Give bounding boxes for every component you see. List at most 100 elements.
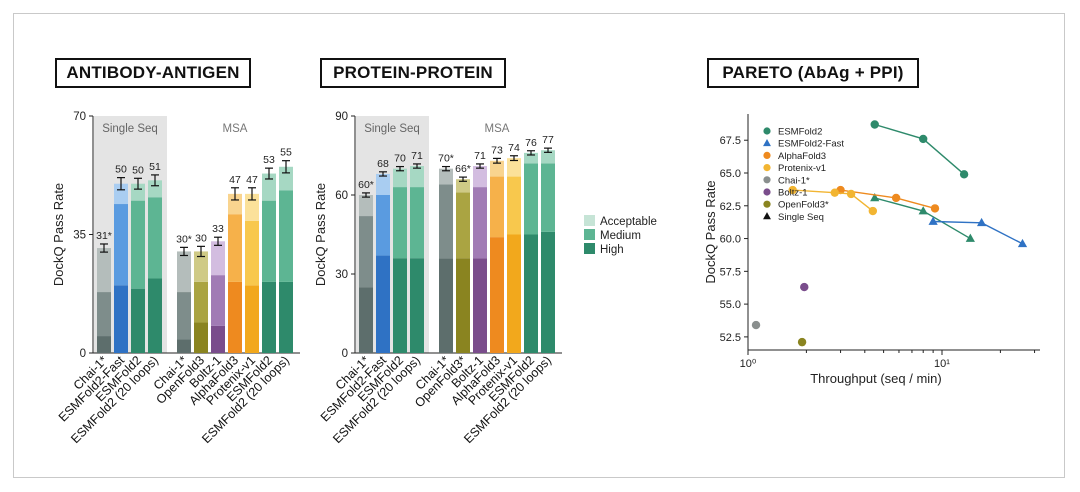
pareto-legend-marker <box>763 200 771 208</box>
ppi-chart-bar-medium <box>376 195 390 256</box>
pareto-legend-label: Boltz-1 <box>778 188 808 199</box>
ppi-chart-bar-acceptable <box>359 195 373 217</box>
abag-chart-bar-acceptable <box>97 248 111 293</box>
abag-chart-bar-high <box>114 285 128 353</box>
abag-chart-bar-high <box>148 278 162 353</box>
pareto-legend-marker <box>763 127 771 135</box>
abag-chart-bar-high <box>211 325 225 353</box>
tier-legend-label-medium: Medium <box>600 230 641 242</box>
abag-chart-data-label: 47 <box>246 174 258 186</box>
ppi-chart-bar-high <box>410 258 424 353</box>
pareto-point-esmfold2 <box>965 233 975 242</box>
ppi-chart-bar-medium <box>393 187 407 259</box>
abag-chart-y-tick-label: 35 <box>73 230 86 242</box>
ppi-chart-data-label: 66* <box>455 163 471 175</box>
ppi-chart-bar-medium <box>490 176 504 238</box>
ppi-chart-bar-high <box>541 231 555 353</box>
abag-chart-bar-acceptable <box>148 180 162 198</box>
ppi-chart-data-label: 60* <box>358 179 374 191</box>
ppi-chart-bar-acceptable <box>410 166 424 188</box>
pareto-line-esmfold2 <box>874 197 971 240</box>
abag-chart-data-label: 55 <box>280 147 292 159</box>
abag-chart-y-tick-label: 70 <box>73 111 86 123</box>
pareto-line-esmfold2 <box>874 123 965 175</box>
pareto-point-alphafold3 <box>930 204 940 213</box>
abag-chart-bar-acceptable <box>177 251 191 293</box>
ppi-chart-bar-high <box>439 258 453 353</box>
pareto-legend-label: OpenFold3* <box>778 200 829 211</box>
ppi-chart-data-label: 73 <box>491 144 503 156</box>
tier-legend-label-high: High <box>600 244 624 256</box>
pareto-x-axis-label: Throughput (seq / min) <box>810 371 942 386</box>
tier-legend-label-acceptable: Acceptable <box>600 216 657 228</box>
abag-chart-data-label: 50 <box>132 164 144 176</box>
pareto-y-tick-label: 62.5 <box>720 201 741 213</box>
ppi-chart-bar-acceptable <box>473 166 487 188</box>
pareto-point-esmfold2 <box>870 192 880 202</box>
ppi-chart-data-label: 71 <box>411 150 423 162</box>
ppi-chart-bar-medium <box>473 187 487 259</box>
abag-chart-bar-medium <box>194 281 208 323</box>
pareto-point-chai-1 <box>751 320 761 330</box>
pareto-point-esmfold2 <box>870 120 879 129</box>
pareto-x-tick-label: 10⁰ <box>740 358 757 370</box>
pareto-point-openfold3 <box>797 337 807 347</box>
pareto-legend-marker <box>763 138 771 147</box>
pareto-y-tick-label: 65.0 <box>720 168 741 180</box>
ppi-chart-y-tick-label: 90 <box>335 111 348 123</box>
ppi-chart-bar-acceptable <box>524 152 538 164</box>
ppi-chart-group-label-single-seq: Single Seq <box>364 123 420 135</box>
pareto-point-protenix-v1 <box>788 185 797 195</box>
pareto-y-tick-label: 52.5 <box>720 332 741 344</box>
abag-chart-bar-medium <box>114 204 128 286</box>
ppi-chart-bar-acceptable <box>439 168 453 185</box>
abag-chart-bar-high <box>177 339 191 353</box>
pareto-legend-label: ESMFold2 <box>778 127 822 138</box>
abag-chart-data-label: 30 <box>195 232 207 244</box>
pareto-legend-label: AlphaFold3 <box>778 151 826 162</box>
abag-chart-bar-acceptable <box>131 183 145 201</box>
ppi-chart-bar-acceptable <box>541 150 555 164</box>
tier-legend-swatch-medium <box>584 229 595 240</box>
abag-chart-bar-acceptable <box>114 183 128 205</box>
abag-chart-bar-medium <box>177 292 191 340</box>
pareto-legend-marker <box>763 188 771 196</box>
pareto-legend-label: Single Seq <box>778 212 824 223</box>
ppi-chart-bar-high <box>359 287 373 353</box>
ppi-chart-bar-acceptable <box>490 160 504 177</box>
pareto-point-protenix-v1 <box>846 189 856 199</box>
abag-chart-data-label: 47 <box>229 174 241 186</box>
ppi-chart-bar-high <box>507 234 521 353</box>
abag-chart-data-label: 33 <box>212 223 224 235</box>
ppi-chart-y-tick-label: 0 <box>342 348 348 360</box>
pareto-legend-marker <box>763 164 771 172</box>
abag-chart-bar-acceptable <box>245 193 259 221</box>
pareto-legend-marker <box>763 212 771 220</box>
ppi-chart-data-label: 77 <box>542 134 554 146</box>
abag-chart-bar-acceptable <box>228 193 242 215</box>
pareto-legend-label: ESMFold2-Fast <box>778 139 844 150</box>
tier-legend-swatch-high <box>584 243 595 254</box>
pareto-x-tick-label: 10¹ <box>934 358 950 370</box>
ppi-chart-data-label: 70 <box>394 153 406 165</box>
abag-chart-bar-medium <box>228 214 242 282</box>
ppi-chart-data-label: 70* <box>438 153 454 165</box>
ppi-chart-bar-high <box>524 234 538 353</box>
abag-chart-group-label-msa: MSA <box>223 123 248 135</box>
antibody-antigen-title: ANTIBODY-ANTIGEN <box>55 58 251 88</box>
pareto-point-esmfold2-fast <box>976 217 987 227</box>
ppi-chart-bar-acceptable <box>507 158 521 177</box>
abag-chart-data-label: 51 <box>149 161 161 173</box>
ppi-chart-bar-medium <box>359 216 373 288</box>
abag-chart-data-label: 50 <box>115 164 127 176</box>
pareto-point-boltz-1 <box>800 282 809 292</box>
pareto-title: PARETO (AbAg + PPI) <box>707 58 919 88</box>
abag-chart-data-label: 31* <box>96 230 112 242</box>
abag-chart-bar-high <box>279 281 293 353</box>
ppi-chart-bar-high <box>456 258 470 353</box>
ppi-chart-bar-medium <box>439 184 453 259</box>
ppi-chart-bar-acceptable <box>456 179 470 193</box>
ppi-chart-bar-medium <box>410 187 424 259</box>
abag-chart-bar-high <box>262 281 276 353</box>
abag-chart-bar-high <box>228 281 242 353</box>
